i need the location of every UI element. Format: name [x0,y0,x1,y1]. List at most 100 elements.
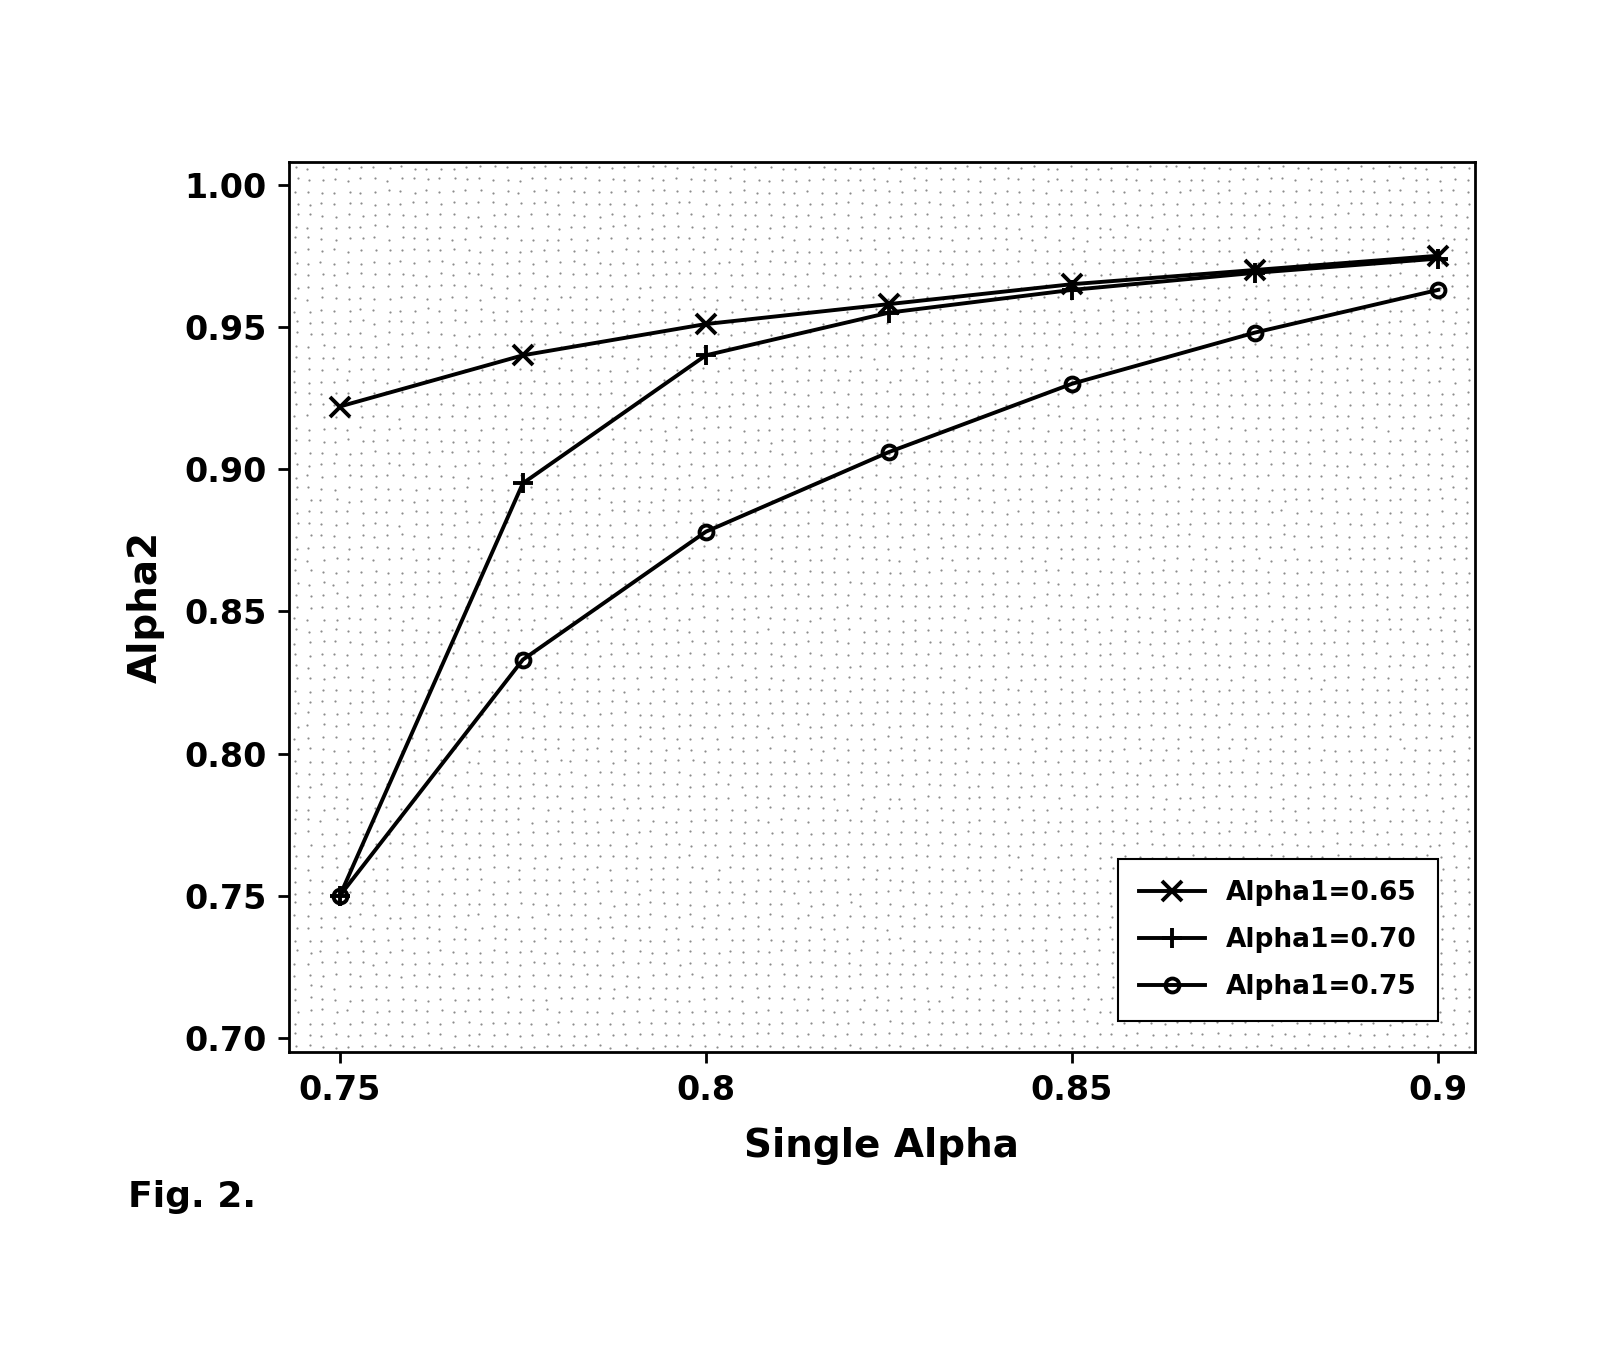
Point [561,844,587,866]
Point [1282,310,1308,332]
Point [519,1025,545,1047]
Point [636,916,662,938]
Point [939,266,965,287]
Point [364,703,390,724]
Point [928,894,954,916]
Point [784,727,810,749]
Point [994,975,1020,997]
Point [638,904,664,925]
Point [822,822,848,843]
Point [1031,989,1056,1010]
Point [824,430,850,452]
Point [466,622,492,643]
Point [1258,844,1284,866]
Point [1361,1036,1387,1058]
Point [481,228,507,250]
Point [676,1035,702,1056]
Point [508,394,534,415]
Point [574,193,600,214]
Point [901,345,927,367]
Point [758,240,784,262]
Point [362,645,388,666]
Point [611,548,636,569]
Point [349,666,375,688]
Point [636,573,662,595]
Point [335,619,361,641]
Point [941,669,967,691]
Point [1282,692,1308,714]
Point [454,788,479,809]
Point [521,192,547,213]
Point [1217,750,1242,772]
Point [862,478,888,499]
Point [583,598,609,619]
Point [1430,882,1456,904]
Point [1456,881,1481,902]
Point [1390,584,1415,606]
Point [667,965,692,986]
Point [1430,572,1456,594]
Point [322,869,348,890]
Point [308,371,333,393]
Point [692,952,718,974]
Point [402,954,428,975]
Point [729,573,755,595]
Point [1112,977,1138,998]
Point [285,476,311,498]
Point [479,1036,505,1058]
Point [837,312,862,333]
Point [532,299,558,321]
Point [492,893,518,915]
Point [348,357,373,379]
Point [851,631,877,653]
Point [282,990,308,1012]
Point [692,158,718,179]
Point [361,894,386,916]
Point [322,618,348,639]
Point [348,858,373,880]
Point [954,857,979,878]
Point [651,384,676,406]
Point [284,526,309,548]
Point [717,395,742,417]
Point [837,680,862,701]
Point [1351,904,1377,925]
Point [1415,951,1441,973]
Point [430,348,455,370]
Point [939,905,965,927]
Point [757,940,782,962]
Point [1350,608,1375,630]
Point [888,737,914,758]
Point [547,275,572,297]
Point [335,811,361,832]
Point [386,181,412,202]
Point [1348,503,1374,525]
Point [1230,549,1255,571]
Point [1098,633,1124,654]
Point [928,701,954,723]
Point [362,963,388,985]
Point [795,336,821,357]
Point [442,345,468,367]
Point [1308,335,1334,356]
Point [717,336,742,357]
Point [483,322,508,344]
Point [967,940,992,962]
Point [1138,194,1164,216]
Point [1165,228,1191,250]
Point [494,299,519,321]
Point [1164,990,1189,1012]
Point [428,835,454,857]
Point [612,371,638,393]
Alpha1=0.75 [880,444,899,460]
Point [1098,488,1124,510]
Point [588,704,614,726]
Point [744,622,769,643]
Point [1124,430,1149,452]
Point [1191,418,1217,440]
Point [402,812,428,834]
Point [441,467,466,488]
Point [782,550,808,572]
Point [1189,335,1215,356]
Point [1270,858,1295,880]
